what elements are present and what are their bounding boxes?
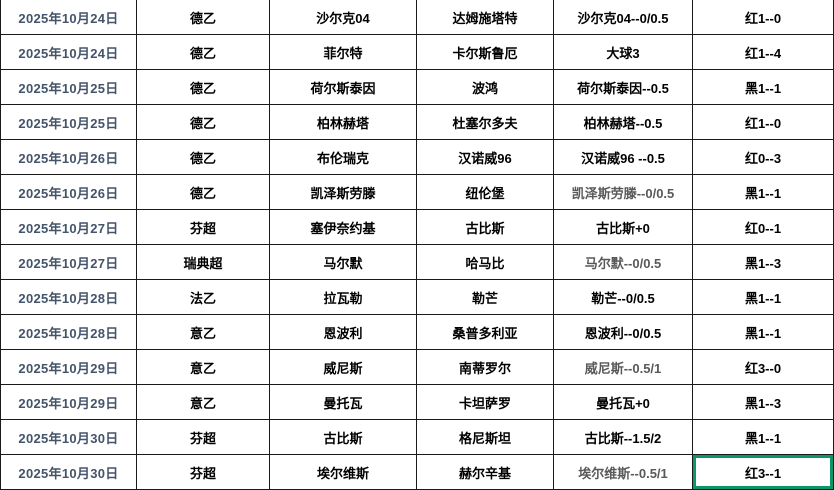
date-cell[interactable]: 2025年10月24日 — [1, 0, 137, 35]
away-team-cell[interactable]: 古比斯 — [417, 210, 554, 245]
handicap-cell[interactable]: 沙尔克04--0/0.5 — [554, 0, 693, 35]
league-cell[interactable]: 芬超 — [137, 420, 270, 455]
home-team-cell[interactable]: 塞伊奈约基 — [270, 210, 417, 245]
away-team-cell[interactable]: 杜塞尔多夫 — [417, 105, 554, 140]
handicap-cell[interactable]: 威尼斯--0.5/1 — [554, 350, 693, 385]
handicap-cell[interactable]: 凯泽斯劳滕--0/0.5 — [554, 175, 693, 210]
result-cell[interactable]: 黑1--1 — [693, 280, 834, 315]
handicap-cell[interactable]: 古比斯+0 — [554, 210, 693, 245]
home-team-cell[interactable]: 荷尔斯泰因 — [270, 70, 417, 105]
league-cell[interactable]: 德乙 — [137, 70, 270, 105]
away-team-cell[interactable]: 汉诺威96 — [417, 140, 554, 175]
handicap-cell[interactable]: 汉诺威96 --0.5 — [554, 140, 693, 175]
result-cell[interactable]: 红0--1 — [693, 210, 834, 245]
league-cell[interactable]: 德乙 — [137, 105, 270, 140]
away-team-cell[interactable]: 波鸿 — [417, 70, 554, 105]
date-cell[interactable]: 2025年10月25日 — [1, 70, 137, 105]
away-team-cell[interactable]: 勒芒 — [417, 280, 554, 315]
home-team-cell[interactable]: 威尼斯 — [270, 350, 417, 385]
date-cell[interactable]: 2025年10月29日 — [1, 385, 137, 420]
home-team-cell[interactable]: 马尔默 — [270, 245, 417, 280]
handicap-cell[interactable]: 勒芒--0/0.5 — [554, 280, 693, 315]
date-cell[interactable]: 2025年10月26日 — [1, 175, 137, 210]
handicap-cell[interactable]: 大球3 — [554, 35, 693, 70]
home-team-cell[interactable]: 沙尔克04 — [270, 0, 417, 35]
result-cell[interactable]: 黑1--1 — [693, 70, 834, 105]
result-cell[interactable]: 黑1--1 — [693, 420, 834, 455]
home-team-cell[interactable]: 拉瓦勒 — [270, 280, 417, 315]
away-team-cell[interactable]: 桑普多利亚 — [417, 315, 554, 350]
league-cell[interactable]: 芬超 — [137, 210, 270, 245]
league-cell[interactable]: 德乙 — [137, 140, 270, 175]
date-cell[interactable]: 2025年10月28日 — [1, 280, 137, 315]
date-cell[interactable]: 2025年10月30日 — [1, 455, 137, 490]
league-cell[interactable]: 瑞典超 — [137, 245, 270, 280]
date-cell[interactable]: 2025年10月28日 — [1, 315, 137, 350]
handicap-cell[interactable]: 埃尔维斯--0.5/1 — [554, 455, 693, 490]
league-cell[interactable]: 意乙 — [137, 315, 270, 350]
away-team-cell[interactable]: 赫尔辛基 — [417, 455, 554, 490]
home-team-cell[interactable]: 古比斯 — [270, 420, 417, 455]
handicap-cell[interactable]: 古比斯--1.5/2 — [554, 420, 693, 455]
result-cell[interactable]: 黑1--3 — [693, 385, 834, 420]
away-team-cell[interactable]: 达姆施塔特 — [417, 0, 554, 35]
league-cell[interactable]: 意乙 — [137, 350, 270, 385]
result-cell[interactable]: 红1--4 — [693, 35, 834, 70]
away-team-cell[interactable]: 南蒂罗尔 — [417, 350, 554, 385]
result-cell[interactable]: 黑1--1 — [693, 175, 834, 210]
home-team-cell[interactable]: 柏林赫塔 — [270, 105, 417, 140]
league-cell[interactable]: 德乙 — [137, 175, 270, 210]
away-team-cell[interactable]: 哈马比 — [417, 245, 554, 280]
league-cell[interactable]: 德乙 — [137, 0, 270, 35]
result-cell[interactable]: 黑1--3 — [693, 245, 834, 280]
result-cell[interactable]: 黑1--1 — [693, 315, 834, 350]
result-cell[interactable]: 红0--3 — [693, 140, 834, 175]
handicap-cell[interactable]: 马尔默--0/0.5 — [554, 245, 693, 280]
date-cell[interactable]: 2025年10月29日 — [1, 350, 137, 385]
home-team-cell[interactable]: 凯泽斯劳滕 — [270, 175, 417, 210]
home-team-cell[interactable]: 埃尔维斯 — [270, 455, 417, 490]
date-cell[interactable]: 2025年10月26日 — [1, 140, 137, 175]
date-cell[interactable]: 2025年10月27日 — [1, 245, 137, 280]
league-cell[interactable]: 德乙 — [137, 35, 270, 70]
away-team-cell[interactable]: 纽伦堡 — [417, 175, 554, 210]
date-cell[interactable]: 2025年10月24日 — [1, 35, 137, 70]
result-cell[interactable]: 红3--1 — [693, 455, 834, 490]
home-team-cell[interactable]: 恩波利 — [270, 315, 417, 350]
date-cell[interactable]: 2025年10月25日 — [1, 105, 137, 140]
handicap-cell[interactable]: 荷尔斯泰因--0.5 — [554, 70, 693, 105]
home-team-cell[interactable]: 菲尔特 — [270, 35, 417, 70]
result-cell[interactable]: 红1--0 — [693, 0, 834, 35]
result-cell[interactable]: 红3--0 — [693, 350, 834, 385]
date-cell[interactable]: 2025年10月30日 — [1, 420, 137, 455]
date-cell[interactable]: 2025年10月27日 — [1, 210, 137, 245]
league-cell[interactable]: 法乙 — [137, 280, 270, 315]
away-team-cell[interactable]: 卡坦萨罗 — [417, 385, 554, 420]
home-team-cell[interactable]: 布伦瑞克 — [270, 140, 417, 175]
handicap-cell[interactable]: 恩波利--0/0.5 — [554, 315, 693, 350]
result-cell[interactable]: 红1--0 — [693, 105, 834, 140]
handicap-cell[interactable]: 柏林赫塔--0.5 — [554, 105, 693, 140]
handicap-cell[interactable]: 曼托瓦+0 — [554, 385, 693, 420]
away-team-cell[interactable]: 格尼斯坦 — [417, 420, 554, 455]
league-cell[interactable]: 意乙 — [137, 385, 270, 420]
home-team-cell[interactable]: 曼托瓦 — [270, 385, 417, 420]
away-team-cell[interactable]: 卡尔斯鲁厄 — [417, 35, 554, 70]
league-cell[interactable]: 芬超 — [137, 455, 270, 490]
